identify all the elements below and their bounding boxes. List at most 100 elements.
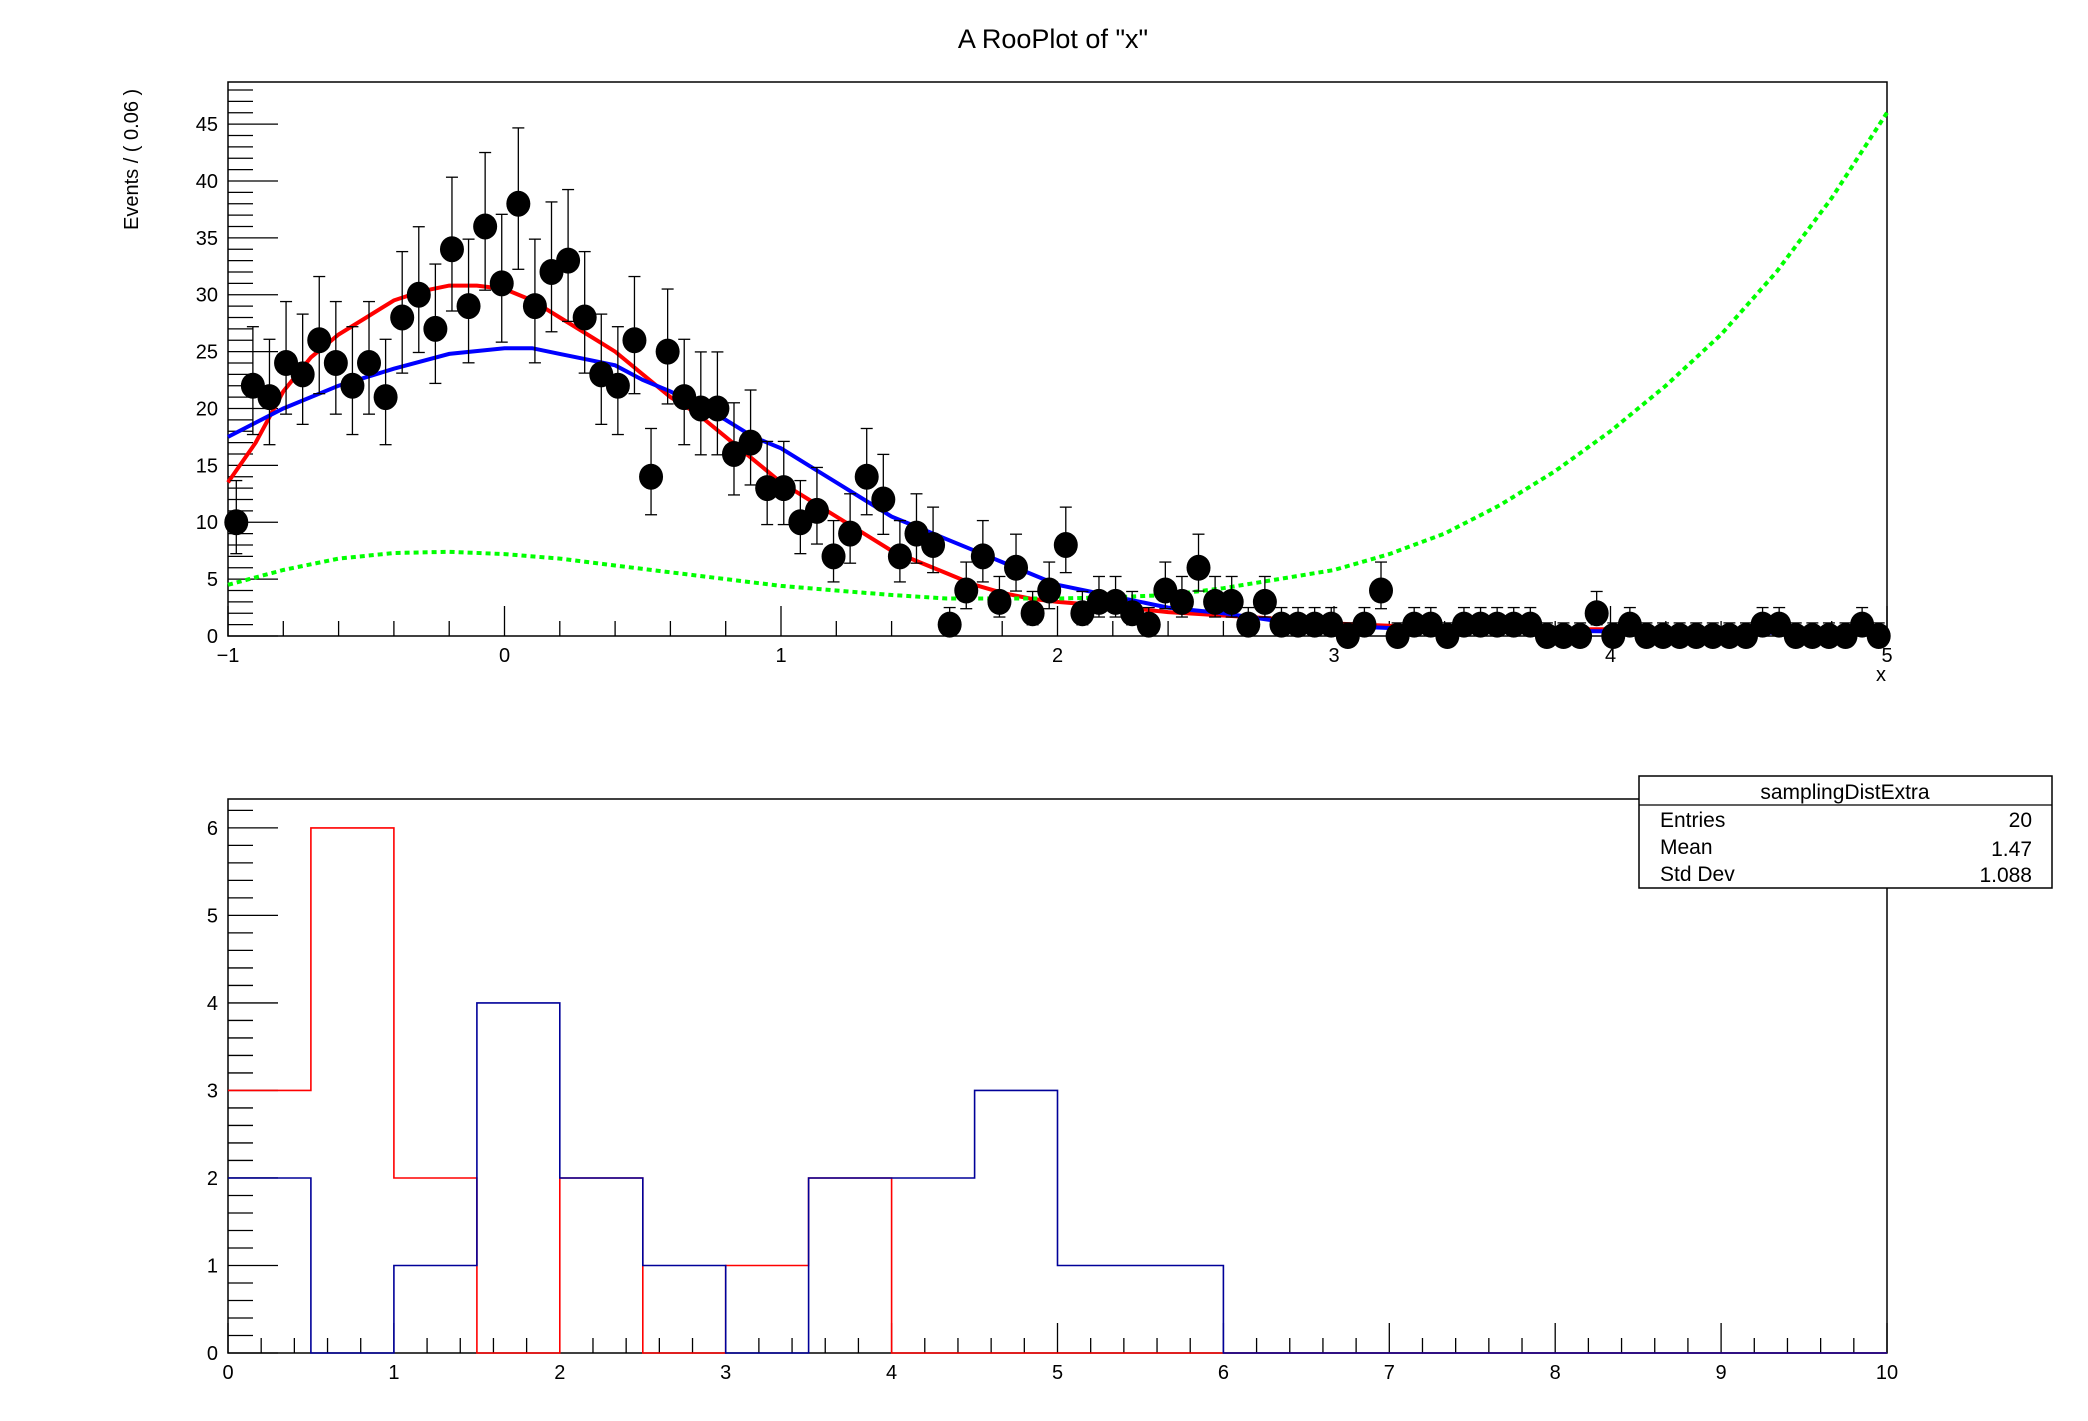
data-point-marker (1651, 623, 1676, 649)
data-point-marker (1169, 588, 1194, 615)
data-point (323, 300, 348, 415)
data-point (804, 466, 829, 545)
y-tick-label: 1 (207, 1255, 218, 1277)
data-point-marker (1086, 588, 1111, 615)
data-point (921, 506, 946, 574)
data-point-marker (1451, 611, 1476, 638)
data-point (1866, 622, 1891, 649)
histogram-bin (809, 1178, 892, 1353)
data-point (755, 440, 780, 526)
bottom-histograms (228, 827, 1887, 1354)
data-point-marker (605, 372, 630, 399)
data-point (1020, 590, 1045, 627)
data-point-marker (323, 349, 348, 376)
data-point (1717, 622, 1742, 649)
data-point (871, 453, 896, 535)
y-tick-label: 0 (207, 626, 218, 648)
data-point-marker (987, 588, 1012, 615)
data-point (589, 313, 614, 426)
data-point-marker (1286, 611, 1311, 638)
y-tick-label: 30 (196, 285, 218, 307)
data-point (290, 313, 315, 426)
data-point-marker (1551, 623, 1576, 649)
data-point (1816, 622, 1841, 649)
y-tick-label: 5 (207, 569, 218, 591)
histogram-bin (228, 1090, 311, 1353)
histogram-bin (1140, 1265, 1223, 1353)
x-tick-label: 5 (1052, 1362, 1063, 1384)
data-point-marker (1053, 531, 1078, 558)
x-tick-label: 1 (775, 645, 786, 667)
stats-entries-label: Entries (1660, 809, 1725, 832)
y-tick-label: 15 (196, 455, 218, 477)
data-point-marker (1700, 623, 1725, 649)
data-point-marker (1568, 623, 1593, 649)
data-point-marker (771, 475, 796, 502)
data-point (639, 427, 664, 516)
data-point-marker (1186, 554, 1211, 581)
x-tick-label: 5 (1881, 645, 1892, 667)
bottom-axes: 0 1 2 3 4 5 6 7 8 9 10 0 1 2 3 4 5 6 (207, 809, 1898, 1384)
stats-box-title: samplingDistExtra (1760, 781, 1930, 804)
data-point-marker (1369, 577, 1394, 604)
plot-title: A RooPlot of "x" (958, 24, 1148, 54)
fit-curve-green-dotted (227, 111, 1889, 601)
data-point (1037, 561, 1062, 610)
histogram-blue (228, 1002, 1887, 1354)
data-point-marker (1136, 611, 1161, 638)
x-tick-label: −1 (217, 645, 240, 667)
histogram-bin (477, 1003, 560, 1353)
data-point (1651, 622, 1676, 649)
data-point (357, 300, 382, 415)
data-point (1750, 606, 1775, 638)
data-point-marker (804, 497, 829, 524)
data-point-marker (1800, 623, 1825, 649)
top-curves (226, 111, 1889, 636)
data-point (522, 238, 547, 364)
data-point (1551, 622, 1576, 649)
histogram-bin (560, 1178, 643, 1353)
data-point (307, 275, 332, 395)
data-point-marker (357, 349, 382, 376)
data-point (1584, 590, 1609, 627)
histogram-bin (311, 828, 394, 1353)
data-point (1534, 622, 1559, 649)
histogram-bin (643, 1265, 726, 1353)
x-tick-label: 8 (1550, 1362, 1561, 1384)
x-tick-label: 9 (1716, 1362, 1727, 1384)
data-point (1700, 622, 1725, 649)
data-point-marker (639, 463, 664, 490)
data-point (954, 561, 979, 610)
data-point-marker (655, 338, 680, 365)
data-point-marker (1783, 623, 1808, 649)
data-point-marker (1468, 611, 1493, 638)
data-point-marker (954, 577, 979, 604)
data-point (655, 288, 680, 405)
top-data-points (224, 127, 1891, 649)
data-point-marker (755, 475, 780, 502)
data-point (506, 127, 531, 270)
histogram-bin (726, 1265, 809, 1353)
data-point (1485, 606, 1510, 638)
data-point-marker (556, 247, 581, 274)
data-point (572, 250, 597, 374)
data-point (340, 326, 365, 436)
data-point-marker (1584, 600, 1609, 627)
y-tick-label: 3 (207, 1080, 218, 1102)
data-point-marker (854, 463, 879, 490)
data-point (1568, 622, 1593, 649)
data-point (1302, 606, 1327, 638)
data-point (1219, 575, 1244, 618)
data-point-marker (456, 293, 481, 320)
data-point-marker (1252, 588, 1277, 615)
stats-entries-value: 20 (2009, 809, 2032, 832)
stats-mean-value: 1.47 (1991, 838, 2032, 861)
data-point-marker (1684, 623, 1709, 649)
histogram-bin (1058, 1265, 1141, 1353)
data-point (1369, 561, 1394, 610)
data-point (456, 238, 481, 364)
stats-mean-label: Mean (1660, 836, 1713, 859)
data-point (1053, 506, 1078, 574)
data-point-marker (1717, 623, 1742, 649)
data-point (439, 176, 464, 312)
